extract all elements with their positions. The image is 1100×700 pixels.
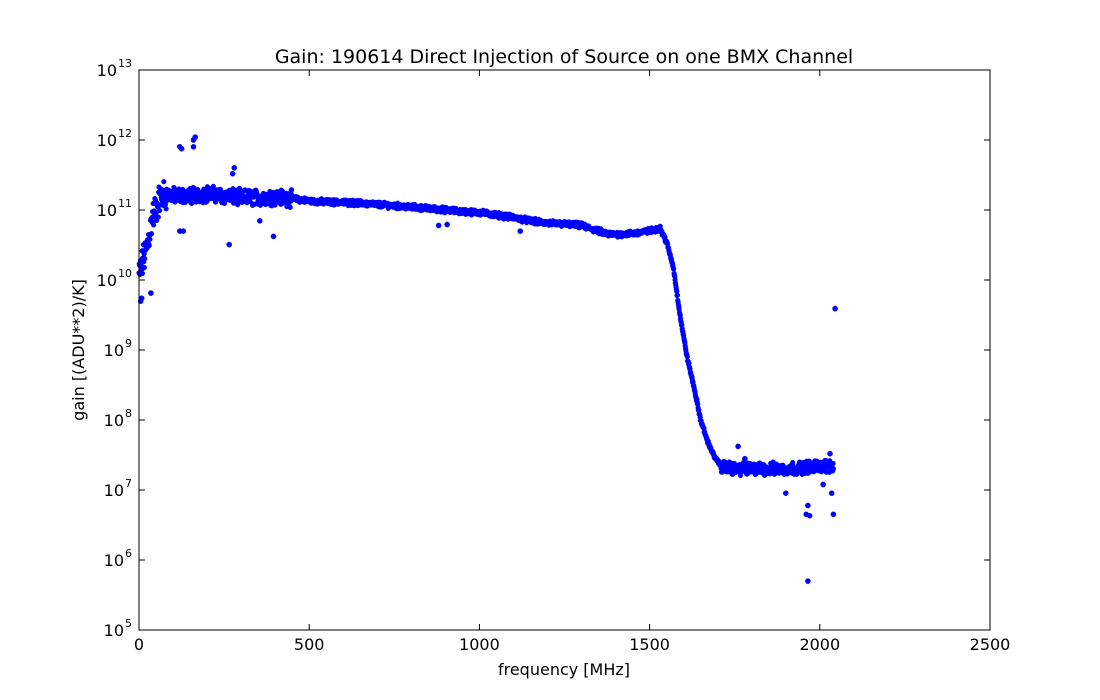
data-point <box>517 228 524 234</box>
y-axis-label: gain [(ADU**2)/K] <box>69 279 88 421</box>
data-point <box>270 233 277 240</box>
data-point <box>830 466 837 472</box>
data-point <box>287 204 293 211</box>
data-point <box>180 228 187 234</box>
data-point <box>435 222 442 229</box>
data-point <box>830 511 837 518</box>
data-point <box>146 242 152 249</box>
x-tick-label: 500 <box>294 635 325 654</box>
y-tick-label-exp: 9 <box>125 337 132 350</box>
y-tick-label-exp: 8 <box>125 407 132 420</box>
y-tick-label-base: 10 <box>97 201 117 220</box>
data-point <box>161 179 167 185</box>
data-point <box>142 256 148 262</box>
data-point <box>671 266 677 272</box>
data-point <box>805 502 811 509</box>
y-tick-label-base: 10 <box>97 271 117 290</box>
data-point <box>827 450 833 457</box>
data-point <box>805 578 811 584</box>
data-point <box>138 295 145 302</box>
data-point <box>806 512 813 519</box>
data-point <box>783 490 789 497</box>
data-point <box>139 270 146 277</box>
y-tick-label-base: 10 <box>97 131 117 150</box>
data-point <box>155 214 161 220</box>
data-points <box>136 134 838 584</box>
data-point <box>289 187 295 193</box>
data-point <box>190 143 197 150</box>
y-tick-label-base: 10 <box>104 621 124 640</box>
data-point <box>820 481 827 488</box>
data-point <box>148 290 154 296</box>
y-tick-label-exp: 10 <box>118 267 132 280</box>
data-point <box>229 170 236 177</box>
y-tick-label-base: 10 <box>104 341 124 360</box>
data-point <box>235 202 241 208</box>
chart-title: Gain: 190614 Direct Injection of Source … <box>275 46 853 68</box>
y-tick-label-base: 10 <box>104 551 124 570</box>
data-point <box>828 490 835 497</box>
x-axis-label: frequency [MHz] <box>498 660 630 679</box>
data-point <box>151 222 157 228</box>
data-point <box>147 236 153 242</box>
y-tick-label-base: 10 <box>104 411 124 430</box>
y-tick-label-exp: 12 <box>118 127 132 140</box>
data-point <box>148 231 155 237</box>
data-point <box>674 292 681 298</box>
data-point <box>178 145 185 152</box>
data-point <box>742 455 748 462</box>
y-tick-label-exp: 5 <box>125 617 132 630</box>
y-tick-label-exp: 13 <box>118 57 132 70</box>
y-tick-label-exp: 11 <box>118 197 132 210</box>
y-tick-label-base: 10 <box>97 61 117 80</box>
data-point <box>735 443 741 450</box>
y-tick-label-exp: 7 <box>125 477 132 490</box>
x-axis: 0 500 1000 1500 2000 2500 <box>134 70 1010 654</box>
y-tick-label-base: 10 <box>104 481 124 500</box>
x-tick-label: 0 <box>134 635 144 654</box>
data-point <box>830 460 836 467</box>
data-point <box>226 241 232 248</box>
data-point <box>444 221 450 228</box>
y-tick-label-exp: 6 <box>125 547 132 560</box>
data-point <box>172 199 178 205</box>
data-point <box>157 208 163 214</box>
x-tick-label: 2500 <box>970 635 1011 654</box>
x-tick-label: 1500 <box>629 635 670 654</box>
data-point <box>832 305 838 312</box>
x-tick-label: 1000 <box>459 635 500 654</box>
data-point <box>141 265 148 271</box>
x-tick-label: 2000 <box>799 635 840 654</box>
data-point <box>231 165 238 171</box>
data-point <box>256 217 263 224</box>
data-point <box>163 206 169 212</box>
data-point <box>192 134 198 140</box>
